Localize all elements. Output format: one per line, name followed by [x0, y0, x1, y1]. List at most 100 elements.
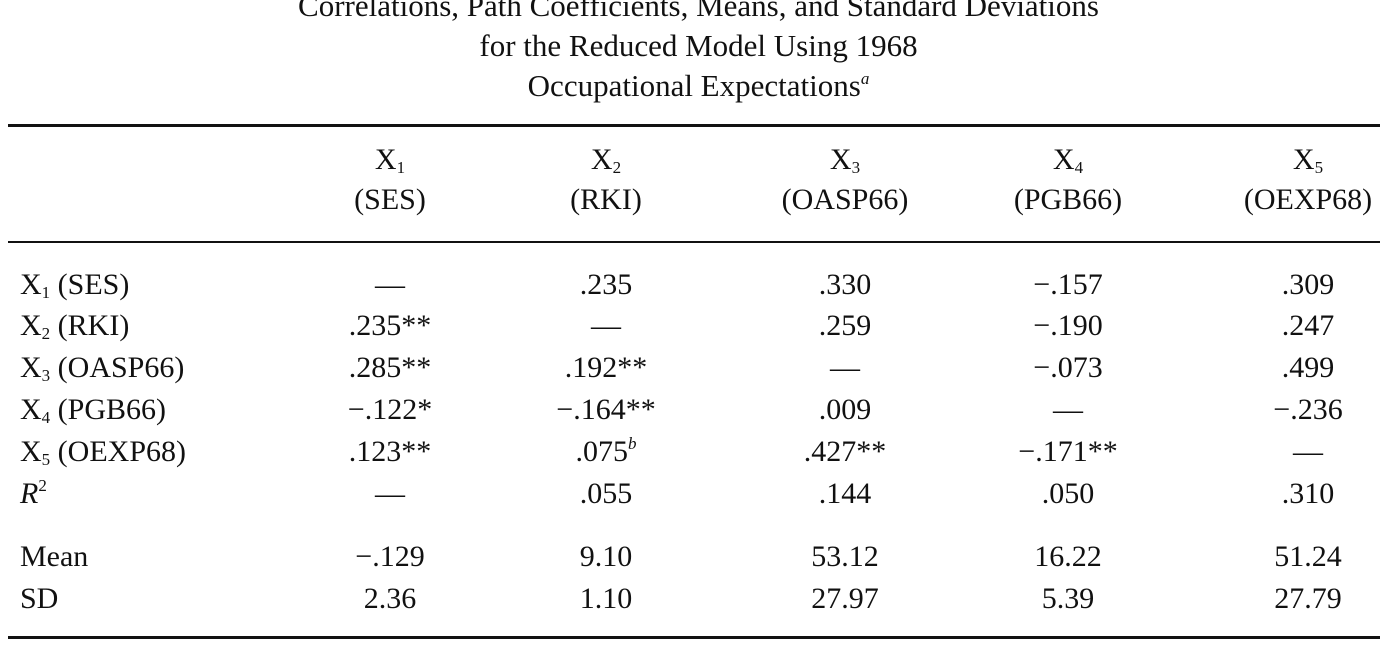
header-rule [8, 241, 1380, 243]
column-header-abbr: (RKI) [570, 183, 642, 216]
table-cell: — [375, 268, 405, 301]
table-cell: .247 [1281, 309, 1335, 342]
table-cell: .427** [803, 435, 887, 468]
title-line-2: for the Reduced Model Using 1968 [479, 28, 918, 63]
column-header-symbol: X1 [280, 140, 500, 180]
table-cell: −.122* [347, 393, 433, 426]
row-symbol: X [20, 435, 42, 468]
column-header-abbr: (PGB66) [1013, 183, 1123, 216]
table-cell: 2.36 [363, 582, 417, 615]
column-subscript: 1 [396, 158, 406, 177]
row-subscript: 3 [41, 366, 51, 385]
table-cell: — [1053, 393, 1083, 426]
column-header-x3: X3 (OASP66) [735, 140, 955, 220]
row-label: X4 (PGB66) [20, 392, 166, 428]
table-row-x5: X5 (OEXP68) .123** .075b .427** −.171** … [0, 434, 1397, 470]
table-cell: 16.22 [1034, 540, 1102, 573]
column-header-symbol: X4 [958, 140, 1178, 180]
table-cell: .123** [348, 435, 432, 468]
table-cell: .235** [348, 309, 432, 342]
table-cell: .330 [818, 268, 872, 301]
table-cell: .075b [496, 434, 716, 470]
table-cell: −.073 [1033, 351, 1103, 384]
column-header-abbr: (OEXP68) [1243, 183, 1373, 216]
top-rule [8, 124, 1380, 127]
row-label: Mean [20, 540, 89, 573]
table-row-mean: Mean −.129 9.10 53.12 16.22 51.24 [0, 539, 1397, 575]
table-row-x2: X2 (RKI) .235** — .259 −.190 .247 [0, 308, 1397, 344]
table-row-x3: X3 (OASP66) .285** .192** — −.073 .499 [0, 350, 1397, 386]
table-cell-value: .075 [575, 435, 629, 468]
row-label: X1 (SES) [20, 267, 129, 303]
column-header-abbr: (SES) [354, 183, 426, 216]
title-line-3: Occupational Expectationsa [0, 66, 1397, 106]
table-cell: .055 [579, 477, 633, 510]
row-abbr: (OEXP68) [57, 435, 186, 468]
column-symbol: X [829, 143, 852, 176]
row-label: SD [20, 582, 59, 615]
column-header-symbol: X2 [496, 140, 716, 180]
column-symbol: X [1292, 143, 1315, 176]
row-label: X2 (RKI) [20, 308, 129, 344]
column-subscript: 5 [1314, 158, 1324, 177]
table-cell: .009 [818, 393, 872, 426]
column-symbol: X [374, 143, 397, 176]
row-subscript: 5 [41, 450, 51, 469]
row-abbr: (OASP66) [57, 351, 185, 384]
column-subscript: 4 [1074, 158, 1084, 177]
column-header-x2: X2 (RKI) [496, 140, 716, 220]
table-cell: .310 [1281, 477, 1335, 510]
table-cell: 53.12 [811, 540, 879, 573]
table-cell: 9.10 [579, 540, 633, 573]
title-footnote-mark: a [860, 69, 870, 88]
title-line-3-text: Occupational Expectations [527, 68, 861, 103]
row-label: R2 [20, 476, 47, 512]
row-symbol: X [20, 309, 42, 342]
table-cell: — [591, 309, 621, 342]
table-cell: — [1293, 435, 1323, 468]
column-header-x1: X1 (SES) [280, 140, 500, 220]
table-title: Correlations, Path Coefficients, Means, … [0, 0, 1397, 106]
table-cell: −.157 [1033, 268, 1103, 301]
table-cell: .285** [348, 351, 432, 384]
table-cell: −.164** [556, 393, 656, 426]
column-header-x4: X4 (PGB66) [958, 140, 1178, 220]
row-subscript: 1 [41, 283, 51, 302]
table-row-sd: SD 2.36 1.10 27.97 5.39 27.79 [0, 581, 1397, 617]
column-header-symbol: X5 [1198, 140, 1397, 180]
column-header-symbol: X3 [735, 140, 955, 180]
column-subscript: 2 [612, 158, 622, 177]
table-cell: 1.10 [579, 582, 633, 615]
column-header-abbr: (OASP66) [781, 183, 909, 216]
row-symbol: X [20, 268, 42, 301]
table-cell: −.129 [355, 540, 425, 573]
row-abbr: (RKI) [57, 309, 130, 342]
table-cell: −.236 [1273, 393, 1343, 426]
table-cell: .144 [818, 477, 872, 510]
table-cell: .309 [1281, 268, 1335, 301]
row-symbol: X [20, 393, 42, 426]
table-cell: −.190 [1033, 309, 1103, 342]
table-cell-footnote-mark: b [628, 434, 637, 453]
table-row-x4: X4 (PGB66) −.122* −.164** .009 — −.236 [0, 392, 1397, 428]
table-row-x1: X1 (SES) — .235 .330 −.157 .309 [0, 267, 1397, 303]
column-symbol: X [1052, 143, 1075, 176]
column-symbol: X [590, 143, 613, 176]
table-cell: .259 [818, 309, 872, 342]
row-subscript: 2 [41, 324, 51, 343]
row-symbol: R [20, 477, 39, 510]
row-symbol: X [20, 351, 42, 384]
title-line-1: Correlations, Path Coefficients, Means, … [298, 0, 1099, 23]
row-label: X3 (OASP66) [20, 350, 184, 386]
table-cell: 27.97 [811, 582, 879, 615]
row-superscript: 2 [38, 476, 47, 495]
table-cell: — [375, 477, 405, 510]
bottom-rule [8, 636, 1380, 639]
table-cell: .235 [579, 268, 633, 301]
table-cell: 51.24 [1274, 540, 1342, 573]
row-subscript: 4 [41, 408, 51, 427]
row-abbr: (SES) [57, 268, 130, 301]
column-header-x5: X5 (OEXP68) [1198, 140, 1397, 220]
table-cell: .192** [564, 351, 648, 384]
table-cell: 27.79 [1274, 582, 1342, 615]
